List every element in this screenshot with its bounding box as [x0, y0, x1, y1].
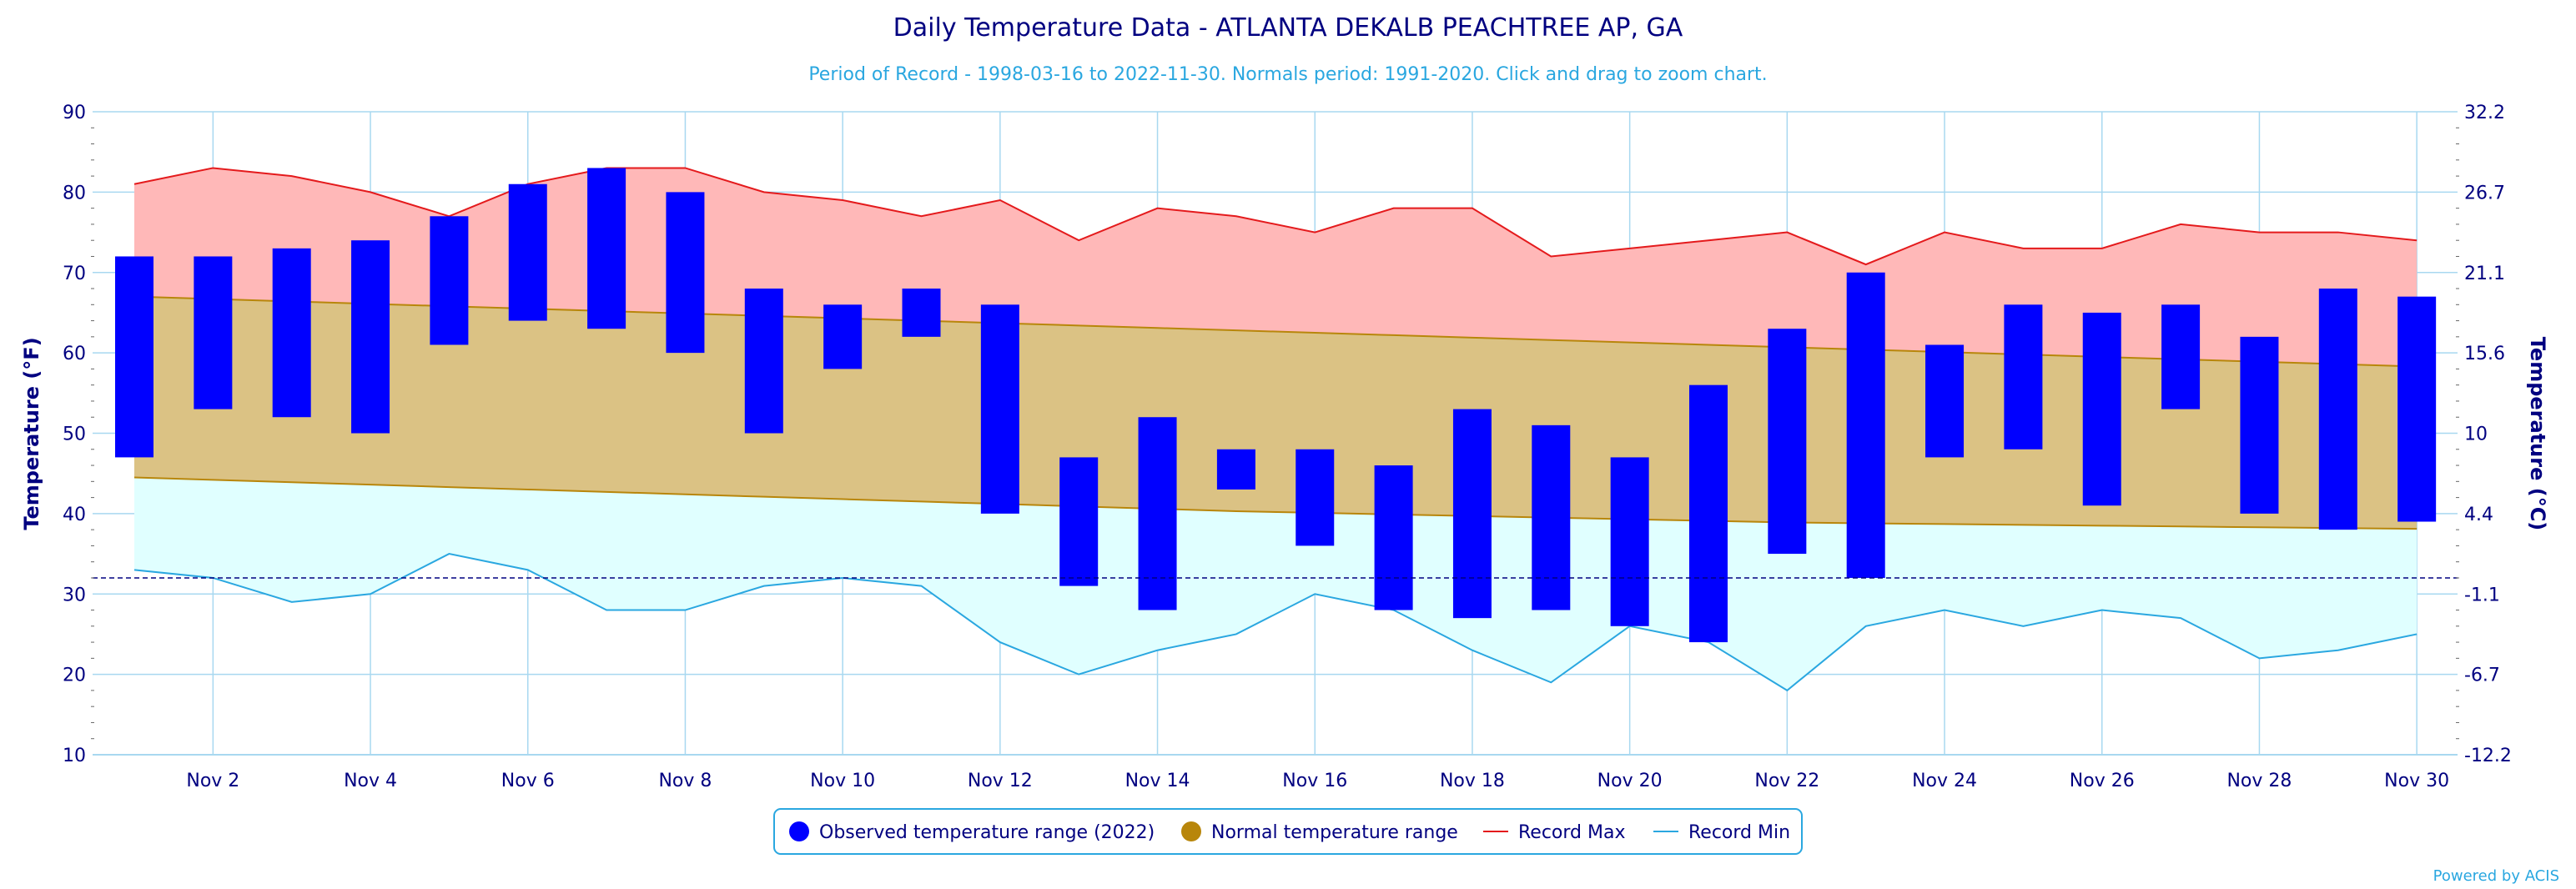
chart-subtitle: Period of Record - 1998-03-16 to 2022-11…	[808, 64, 1767, 85]
y-tick-label-right: 15.6	[2464, 344, 2505, 364]
x-tick-label: Nov 12	[968, 771, 1033, 791]
legend-item-observed[interactable]: Observed temperature range (2022)	[789, 821, 1155, 843]
x-tick-label: Nov 4	[344, 771, 397, 791]
observed-range-bar	[2318, 289, 2357, 530]
observed-range-bar	[2082, 312, 2121, 506]
y-tick-label-right: 21.1	[2464, 264, 2505, 284]
y-axis-title-right: Temperature (°C)	[2526, 337, 2549, 531]
y-tick-label-right: 26.7	[2464, 183, 2505, 203]
acis-credit-link[interactable]: Powered by ACIS	[2433, 867, 2559, 885]
observed-range-bar	[2004, 304, 2043, 450]
legend-normal-label: Normal temperature range	[1211, 822, 1458, 843]
x-tick-label: Nov 24	[1912, 771, 1977, 791]
observed-range-bar	[430, 216, 469, 345]
observed-range-bar	[2240, 336, 2279, 514]
observed-range-bar	[1846, 272, 1885, 578]
y-tick-label-right: -1.1	[2464, 585, 2500, 605]
x-tick-label: Nov 2	[186, 771, 239, 791]
observed-range-bar	[351, 240, 390, 434]
x-tick-label: Nov 26	[2070, 771, 2135, 791]
y-tick-label-left: 70	[63, 264, 86, 284]
legend-observed-marker	[789, 821, 809, 841]
record-max-band	[134, 168, 2418, 367]
legend-item-record-max[interactable]: Record Max	[1483, 822, 1626, 843]
x-tick-label: Nov 20	[1597, 771, 1663, 791]
observed-range-bar	[980, 304, 1019, 514]
observed-range-bar	[1296, 449, 1335, 546]
observed-range-bar	[2161, 304, 2201, 409]
x-tick-label: Nov 22	[1754, 771, 1819, 791]
observed-range-bar	[508, 183, 547, 321]
observed-range-bar	[1452, 409, 1492, 619]
y-tick-label-left: 50	[63, 424, 86, 445]
x-tick-label: Nov 18	[1440, 771, 1505, 791]
legend-record-max-label: Record Max	[1518, 822, 1626, 843]
observed-range-series	[115, 168, 2437, 643]
legend-item-record-min[interactable]: Record Min	[1653, 822, 1790, 843]
y-tick-label-left: 20	[63, 665, 86, 686]
record-min-line	[133, 553, 2418, 692]
legend-normal-marker	[1181, 821, 1201, 841]
observed-range-bar	[1689, 384, 1728, 643]
y-tick-label-right: 32.2	[2464, 103, 2505, 123]
observed-range-bar	[115, 256, 153, 458]
y-tick-label-right: 4.4	[2464, 505, 2493, 525]
x-tick-label: Nov 10	[810, 771, 875, 791]
observed-range-bar	[1768, 329, 1807, 555]
chart-title: Daily Temperature Data - ATLANTA DEKALB …	[893, 13, 1683, 43]
y-tick-label-left: 30	[63, 585, 86, 605]
x-tick-label: Nov 16	[1282, 771, 1347, 791]
x-tick-label: Nov 30	[2384, 771, 2449, 791]
y-tick-label-left: 80	[63, 183, 86, 203]
y-tick-label-right: -6.7	[2464, 665, 2500, 686]
observed-range-bar	[1216, 449, 1255, 490]
observed-range-bar	[823, 304, 863, 369]
normal-low-line	[133, 476, 2418, 530]
record-min-series	[133, 477, 2418, 692]
observed-range-bar	[666, 192, 705, 354]
observed-range-bar	[902, 289, 941, 337]
y-tick-label-left: 90	[63, 103, 86, 123]
observed-range-bar	[1059, 457, 1099, 586]
observed-range-bar	[1925, 344, 1965, 458]
normal-range-band	[134, 296, 2418, 530]
legend-record-min-label: Record Min	[1688, 822, 1790, 843]
axes: 10 -12.2 20 -6.7 30 -1.1 40 4.4 50 10 60 15.6 70 21.1…	[63, 103, 2512, 791]
y-tick-label-right: -12.2	[2464, 746, 2512, 766]
y-tick-label-left: 10	[63, 746, 86, 766]
legend-box	[773, 808, 1803, 855]
x-tick-label: Nov 6	[501, 771, 555, 791]
observed-range-bar	[1610, 457, 1649, 626]
observed-range-bar	[1532, 424, 1571, 610]
legend-item-normal[interactable]: Normal temperature range	[1181, 821, 1458, 843]
observed-range-bar	[272, 248, 311, 418]
legend: Observed temperature range (2022) Normal…	[773, 808, 1803, 855]
x-tick-label: Nov 28	[2226, 771, 2292, 791]
observed-range-bar	[194, 256, 233, 409]
observed-range-bar	[587, 168, 626, 329]
observed-range-bar	[1374, 465, 1413, 610]
x-tick-label: Nov 8	[658, 771, 712, 791]
y-tick-label-right: 10	[2464, 424, 2488, 445]
y-tick-label-left: 40	[63, 505, 86, 525]
x-tick-label: Nov 14	[1125, 771, 1190, 791]
observed-range-bar	[744, 289, 783, 434]
y-axis-title-left: Temperature (°F)	[20, 337, 43, 530]
y-tick-label-left: 60	[63, 344, 86, 364]
record-min-band	[134, 477, 2418, 691]
observed-range-bar	[2397, 296, 2437, 522]
legend-observed-label: Observed temperature range (2022)	[819, 822, 1155, 843]
observed-range-bar	[1138, 417, 1177, 610]
